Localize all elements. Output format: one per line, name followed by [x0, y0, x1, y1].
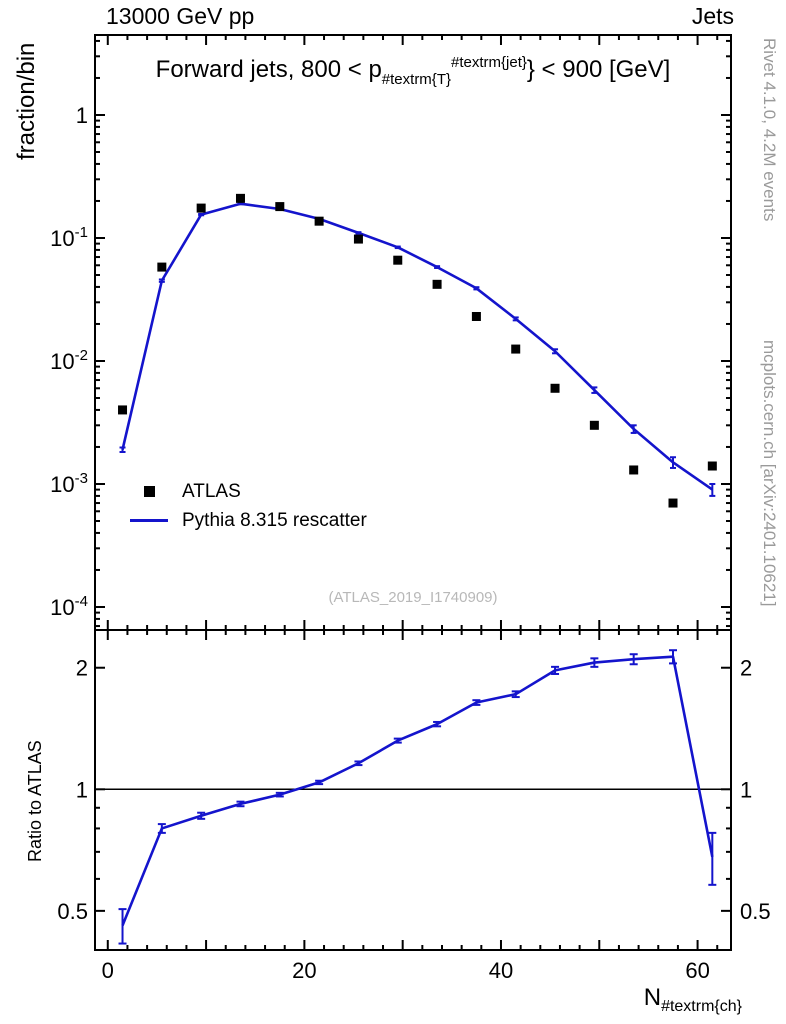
legend-item-atlas: ATLAS [128, 477, 367, 506]
legend-item-pythia: Pythia 8.315 rescatter [128, 506, 367, 535]
ratio-error-bars [118, 649, 717, 945]
pythia-line [121, 202, 714, 491]
svg-text:2: 2 [76, 656, 88, 681]
plot-title-suffix: } < 900 [GeV] [526, 56, 671, 83]
ratio-line [121, 655, 714, 926]
plot-title-superscript: #textrm{jet} [451, 54, 527, 71]
svg-text:0.5: 0.5 [57, 899, 88, 924]
svg-text:10-4: 10-4 [50, 593, 88, 620]
plot-title: Forward jets, 800 < p#textrm{T}#textrm{j… [95, 54, 731, 88]
x-axis-label-base: N [643, 984, 662, 1011]
legend-label-atlas: ATLAS [182, 480, 241, 502]
legend: ATLAS Pythia 8.315 rescatter [128, 477, 367, 535]
pythia-line-swatch-box [128, 519, 170, 522]
svg-text:60: 60 [685, 958, 709, 983]
y-axis-label-main: fraction/bin [13, 42, 40, 160]
atlas-marker-swatch-box [128, 486, 170, 497]
analysis-group-label: Jets [691, 3, 734, 29]
svg-text:1: 1 [740, 777, 752, 802]
svg-text:10-1: 10-1 [50, 224, 88, 251]
x-axis-label-subscript: #textrm{ch} [661, 998, 742, 1015]
svg-text:0.5: 0.5 [740, 899, 771, 924]
analysis-id-watermark: (ATLAS_2019_I1740909) [328, 589, 498, 606]
pythia-line-marker-icon [130, 519, 168, 522]
plot-title-subscript: #textrm{T} [381, 71, 451, 88]
svg-text:2: 2 [740, 656, 752, 681]
svg-text:10-3: 10-3 [50, 470, 88, 497]
axis-tick-labels: 10-410-310-210-110.5 0.51 12 20 20 40 60 [50, 103, 770, 983]
svg-text:10-2: 10-2 [50, 347, 88, 374]
mcplots-arxiv-note: mcplots.cern.ch [arXiv:2401.10621] [760, 340, 779, 607]
plot-title-text: Forward jets, 800 < p [155, 56, 382, 83]
beam-label: 13000 GeV pp [106, 3, 255, 29]
svg-text:1: 1 [76, 777, 88, 802]
legend-label-pythia: Pythia 8.315 rescatter [182, 509, 367, 531]
svg-text:40: 40 [489, 958, 513, 983]
rivet-version-note: Rivet 4.1.0, 4.2M events [760, 38, 779, 222]
y-axis-label-ratio: Ratio to ATLAS [25, 740, 45, 862]
atlas-square-marker-icon [143, 486, 155, 497]
main-panel-frame [94, 34, 732, 631]
svg-text:20: 20 [292, 958, 316, 983]
svg-text:0: 0 [102, 958, 114, 983]
atlas-points [118, 193, 717, 508]
pythia-error-bars [119, 202, 716, 497]
svg-text:1: 1 [76, 103, 88, 128]
x-axis-label: N#textrm{ch} [644, 984, 742, 1016]
ratio-panel-frame [94, 629, 732, 951]
